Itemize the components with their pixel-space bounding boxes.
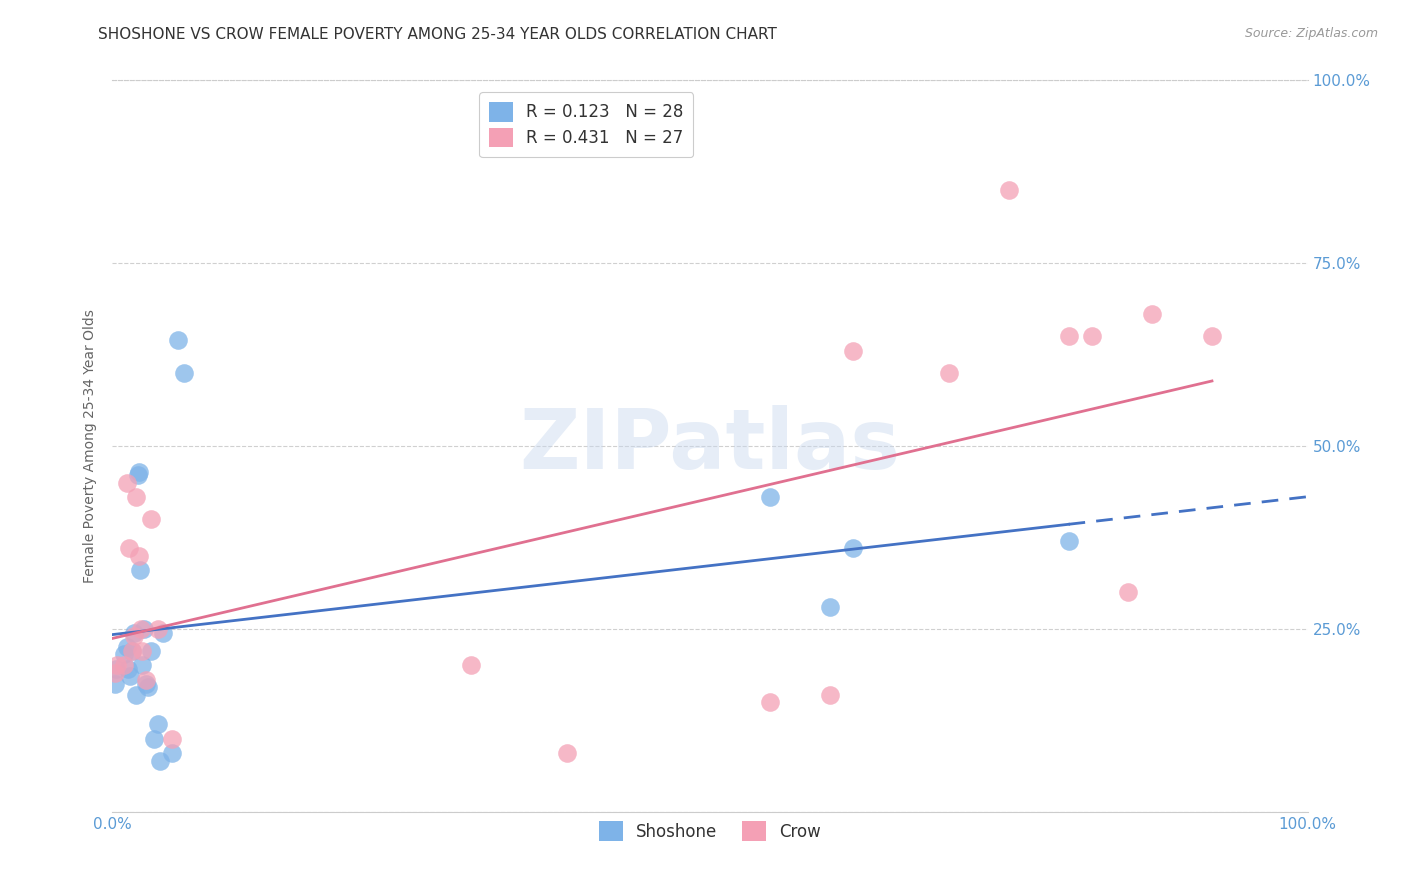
Point [120,669,142,683]
Point [938,366,960,380]
Point [998,183,1021,197]
Point [759,695,782,709]
Point [131,658,153,673]
Point [1142,307,1164,321]
Point [759,490,782,504]
Point [139,512,162,526]
Point [115,640,138,655]
Point [460,658,482,673]
Point [129,563,152,577]
Point [162,731,183,746]
Point [1057,329,1080,343]
Point [146,717,169,731]
Point [842,343,865,358]
Point [1081,329,1104,343]
Point [173,366,195,380]
Point [132,622,155,636]
Text: ZIPatlas: ZIPatlas [520,406,900,486]
Point [117,662,139,676]
Point [104,676,127,690]
Text: Source: ZipAtlas.com: Source: ZipAtlas.com [1244,27,1378,40]
Y-axis label: Female Poverty Among 25-34 Year Olds: Female Poverty Among 25-34 Year Olds [83,309,97,583]
Point [105,662,128,676]
Point [1201,329,1223,343]
Point [114,658,135,673]
Point [162,746,183,760]
Point [128,549,150,563]
Point [127,468,149,483]
Point [818,599,841,614]
Point [118,541,141,556]
Legend: Shoshone, Crow: Shoshone, Crow [593,814,827,847]
Point [122,629,145,643]
Point [125,490,148,504]
Point [167,333,190,347]
Point [128,465,150,479]
Point [104,665,127,680]
Point [1118,585,1140,599]
Point [818,688,841,702]
Point [135,673,157,687]
Point [149,754,172,768]
Point [1057,534,1080,549]
Point [125,688,148,702]
Point [121,644,143,658]
Point [143,731,166,746]
Point [555,746,578,760]
Point [131,644,153,658]
Point [121,644,143,658]
Point [122,625,145,640]
Point [146,622,169,636]
Point [152,625,174,640]
Point [135,676,157,690]
Point [842,541,865,556]
Text: SHOSHONE VS CROW FEMALE POVERTY AMONG 25-34 YEAR OLDS CORRELATION CHART: SHOSHONE VS CROW FEMALE POVERTY AMONG 25… [98,27,778,42]
Point [115,475,138,490]
Point [129,622,152,636]
Point [105,658,128,673]
Point [114,648,135,662]
Point [139,644,162,658]
Point [138,681,160,695]
